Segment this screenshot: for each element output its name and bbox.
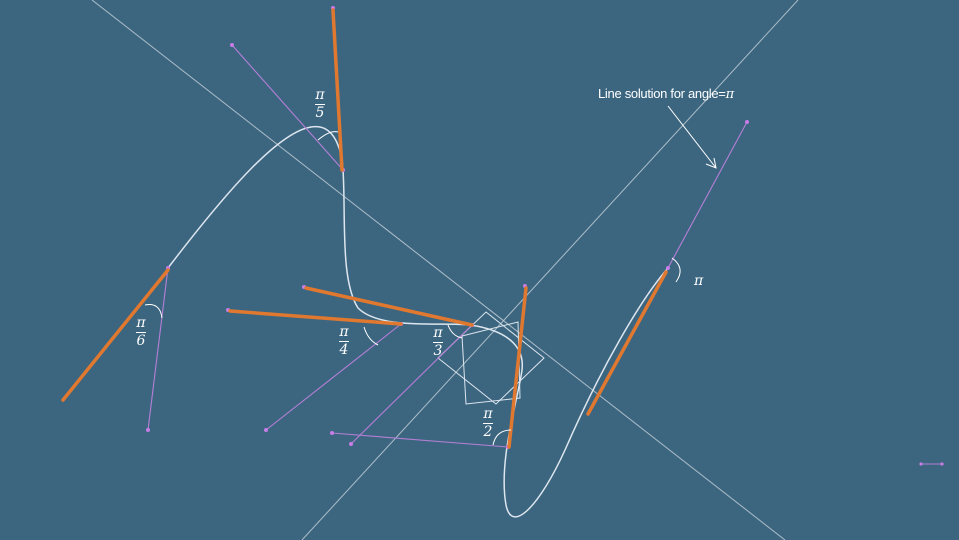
angle-label-pi-over-6: π 6 bbox=[136, 316, 146, 349]
solution-curve bbox=[167, 125, 669, 518]
construction-points bbox=[146, 6, 944, 466]
fraction-numerator: π bbox=[483, 406, 493, 422]
fraction-numerator: π bbox=[433, 325, 443, 341]
fraction-bar bbox=[315, 104, 325, 105]
construction-lines bbox=[147, 44, 942, 465]
fraction-numerator: π bbox=[339, 324, 349, 340]
rotated-squares bbox=[437, 311, 545, 405]
fraction-bar bbox=[433, 342, 443, 343]
guide-diagonal-ascending bbox=[301, 0, 799, 540]
fraction-bar bbox=[339, 341, 349, 342]
annotation-symbol: π bbox=[725, 87, 735, 102]
fraction-denominator: 5 bbox=[315, 105, 325, 121]
fraction-denominator: 4 bbox=[339, 342, 349, 358]
fraction-bar bbox=[136, 332, 146, 333]
angle-label-pi-over-2: π 2 bbox=[483, 407, 493, 440]
fraction-numerator: π bbox=[136, 315, 146, 331]
angle-label-pi-over-4: π 4 bbox=[339, 325, 349, 358]
fraction-denominator: 3 bbox=[433, 343, 443, 359]
angle-label-pi-over-5: π 5 bbox=[315, 88, 325, 121]
angle-label-pi: π bbox=[694, 273, 704, 289]
fraction-bar bbox=[483, 423, 493, 424]
angle-label-pi-over-3: π 3 bbox=[433, 326, 443, 359]
solution-segments bbox=[61, 8, 668, 449]
annotation-arrow bbox=[667, 105, 717, 169]
fraction-denominator: 6 bbox=[136, 333, 146, 349]
angle-arcs bbox=[144, 131, 681, 446]
guide-diagonal-descending bbox=[91, 0, 786, 540]
fraction-denominator: 2 bbox=[483, 424, 493, 440]
fraction-numerator: π bbox=[315, 87, 325, 103]
annotation-prefix: Line solution for angle= bbox=[598, 86, 726, 101]
line-solution-annotation: Line solution for angle=π bbox=[598, 86, 734, 102]
